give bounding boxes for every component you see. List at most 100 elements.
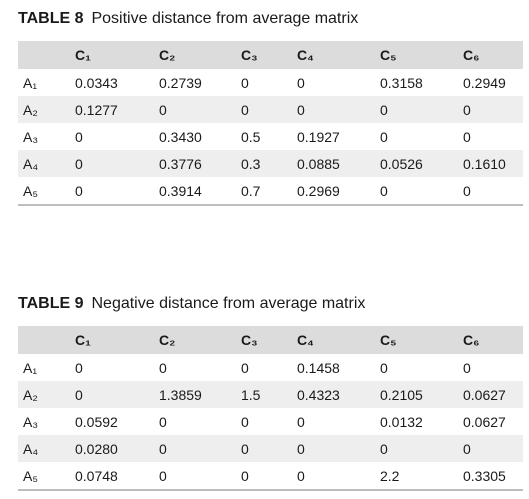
table-cell: 0.3305	[463, 462, 523, 491]
table-cell: 0.1277	[75, 101, 118, 118]
table-cell: 0	[75, 155, 83, 172]
header-cell: C₅	[380, 332, 397, 348]
table-cell: 0.7	[241, 177, 297, 206]
table-cell: 0	[241, 462, 297, 491]
table-row: A₃ 0.0592 0 0 0 0.0132 0.0627	[18, 408, 523, 435]
table-cell: 0	[380, 101, 388, 118]
table-cell: 0.3914	[159, 177, 241, 206]
header-cell	[18, 41, 75, 69]
table-cell: 0.0132	[380, 413, 423, 430]
row-label: A₂	[23, 386, 38, 403]
table-cell: 0	[159, 462, 241, 491]
table-8-title: Positive distance from average matrix	[91, 10, 359, 27]
row-label: A₃	[23, 128, 39, 145]
table-cell: 0.1458	[297, 359, 340, 376]
table-cell: 0	[297, 440, 305, 457]
table-8-block: TABLE 8 Positive distance from average ma…	[18, 9, 523, 206]
table-cell: 0	[241, 101, 249, 118]
table-row: A₄ 0 0.3776 0.3 0.0885 0.0526 0.1610	[18, 150, 523, 177]
header-cell	[18, 326, 75, 354]
header-cell: C₃	[241, 47, 258, 63]
table-row: A₂ 0 1.3859 1.5 0.4323 0.2105 0.0627	[18, 381, 523, 408]
header-cell: C₄	[297, 332, 314, 348]
table-cell: 0	[297, 101, 305, 118]
table-9-title: Negative distance from average matrix	[91, 295, 366, 312]
header-cell: C₆	[463, 332, 480, 348]
table-8-header-row: C₁ C₂ C₃ C₄ C₅ C₆	[18, 41, 523, 69]
table-cell: 0	[463, 359, 471, 376]
table-8-label: TABLE 8	[18, 10, 84, 27]
table-9: C₁ C₂ C₃ C₄ C₅ C₆ A₁ 0 0 0 0.1458 0 0 A₂…	[18, 326, 523, 491]
table-8: C₁ C₂ C₃ C₄ C₅ C₆ A₁ 0.0343 0.2739 0 0 0…	[18, 41, 523, 206]
table-row: A₂ 0.1277 0 0 0 0 0	[18, 96, 523, 123]
header-cell: C₂	[159, 47, 176, 63]
table-cell: 0.3776	[159, 155, 202, 172]
row-label: A₂	[23, 101, 38, 118]
table-cell: 0	[241, 440, 249, 457]
header-cell: C₁	[75, 47, 91, 63]
row-label: A₁	[23, 359, 38, 376]
header-cell: C₄	[297, 47, 314, 63]
table-cell: 0	[75, 359, 83, 376]
table-cell: 0.1610	[463, 155, 506, 172]
table-cell: 0	[241, 74, 249, 91]
table-cell: 0	[241, 413, 249, 430]
table-cell: 0.3158	[380, 74, 423, 91]
table-row: A₁ 0.0343 0.2739 0 0 0.3158 0.2949	[18, 69, 523, 96]
table-cell: 0.3430	[159, 128, 202, 145]
table-cell: 0.5	[241, 128, 261, 145]
table-cell: 0	[463, 177, 523, 206]
table-cell: 0	[463, 440, 471, 457]
table-cell: 0	[241, 359, 249, 376]
table-cell: 0	[380, 440, 388, 457]
header-cell: C₂	[159, 332, 176, 348]
table-cell: 0	[297, 413, 305, 430]
table-cell: 0	[463, 128, 471, 145]
table-cell: 1.3859	[159, 386, 202, 403]
table-cell: 0	[159, 440, 167, 457]
header-cell: C₃	[241, 332, 258, 348]
table-9-label: TABLE 9	[18, 295, 84, 312]
row-label: A₅	[18, 177, 75, 206]
table-row: A₁ 0 0 0 0.1458 0 0	[18, 354, 523, 381]
table-cell: 0.0592	[75, 413, 118, 430]
table-cell: 0	[297, 462, 380, 491]
table-cell: 0	[159, 359, 167, 376]
header-cell: C₆	[463, 47, 480, 63]
table-cell: 0.0885	[297, 155, 340, 172]
table-row: A₄ 0.0280 0 0 0 0 0	[18, 435, 523, 462]
table-cell: 0.2739	[159, 74, 202, 91]
table-cell: 0.0627	[463, 386, 506, 403]
table-row: A₅ 0 0.3914 0.7 0.2969 0 0	[18, 177, 523, 206]
row-label: A₃	[23, 413, 39, 430]
table-cell: 0.4323	[297, 386, 340, 403]
table-cell: 0	[159, 101, 167, 118]
table-cell: 0	[380, 359, 388, 376]
table-8-caption: TABLE 8 Positive distance from average ma…	[18, 9, 523, 29]
table-row: A₃ 0 0.3430 0.5 0.1927 0 0	[18, 123, 523, 150]
row-label: A₅	[18, 462, 75, 491]
table-cell: 0	[75, 386, 83, 403]
table-cell: 0.0526	[380, 155, 423, 172]
table-cell: 0.0343	[75, 74, 118, 91]
table-cell: 0.3	[241, 155, 261, 172]
table-cell: 0.0748	[75, 462, 159, 491]
table-9-caption: TABLE 9 Negative distance from average ma…	[18, 294, 523, 314]
table-cell: 0.2949	[463, 74, 506, 91]
table-cell: 2.2	[380, 462, 463, 491]
table-cell: 0	[159, 413, 167, 430]
table-cell: 0.2969	[297, 177, 380, 206]
header-cell: C₁	[75, 332, 91, 348]
table-cell: 1.5	[241, 386, 261, 403]
header-cell: C₅	[380, 47, 397, 63]
table-cell: 0	[297, 74, 305, 91]
table-cell: 0	[463, 101, 471, 118]
table-row: A₅ 0.0748 0 0 0 2.2 0.3305	[18, 462, 523, 491]
row-label: A₁	[23, 74, 38, 91]
table-cell: 0.1927	[297, 128, 340, 145]
table-9-block: TABLE 9 Negative distance from average ma…	[18, 294, 523, 491]
table-cell: 0	[75, 177, 159, 206]
table-cell: 0	[75, 128, 83, 145]
table-9-header-row: C₁ C₂ C₃ C₄ C₅ C₆	[18, 326, 523, 354]
table-cell: 0.0627	[463, 413, 506, 430]
